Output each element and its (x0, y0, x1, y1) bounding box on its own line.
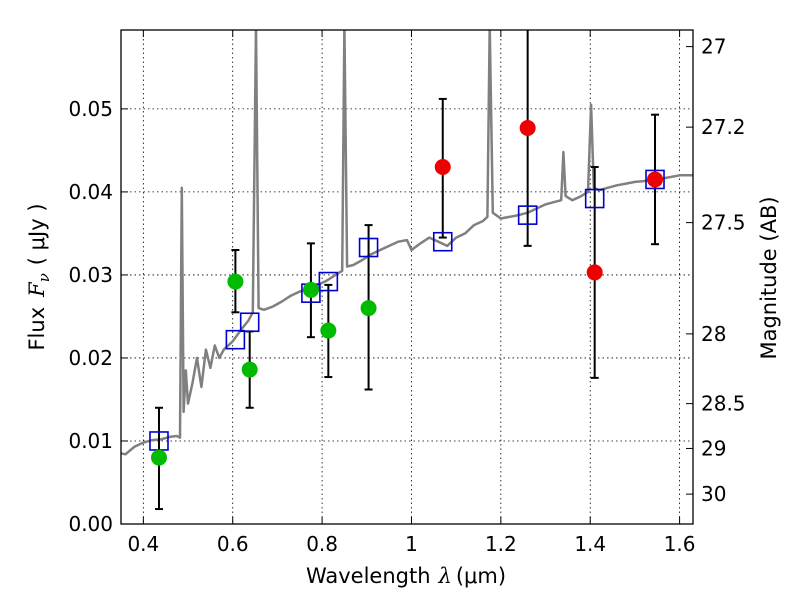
right-tick-label: 28 (701, 322, 726, 346)
right-tick-label: 29 (701, 436, 726, 460)
y-axis-title: FluxFν( μJy ) (25, 203, 53, 350)
plot-frame (120, 29, 694, 525)
right-axis-title: Magnitude (AB) (757, 196, 781, 359)
observed-points (150, 119, 664, 466)
x-tick-label: 1.2 (485, 532, 517, 556)
observed-point-green (320, 322, 337, 339)
x-tick-label: 0.4 (127, 532, 159, 556)
model-photometry-square (358, 237, 379, 258)
y-tick-label: 0.05 (68, 97, 113, 121)
right-tick-label: 28.5 (701, 392, 746, 416)
y-tick-label: 0.01 (68, 429, 113, 453)
right-tick-label: 27.5 (701, 211, 746, 235)
model-photometry-square (645, 169, 665, 190)
model-photometry-square (517, 205, 538, 225)
model-photometry-squares (149, 169, 665, 451)
right-tick-label: 27 (701, 35, 726, 59)
observed-point-red (647, 171, 664, 188)
model-spectrum-line (121, 30, 693, 456)
observed-point-green (241, 361, 258, 378)
right-tick-label: 30 (701, 482, 726, 506)
x-tick-label: 1.6 (664, 532, 696, 556)
observed-point-red (434, 158, 451, 175)
observed-point-green (302, 281, 319, 298)
right-tick-label: 27.2 (701, 115, 746, 139)
model-photometry-square (239, 312, 260, 333)
observed-point-green (150, 449, 167, 466)
y-tick-label: 0.04 (68, 180, 113, 204)
y-tick-label: 0.03 (68, 263, 113, 287)
plot-area (121, 30, 693, 524)
x-tick-label: 0.8 (306, 532, 338, 556)
x-tick-label: 1 (405, 532, 418, 556)
y-tick-label: 0.02 (68, 346, 113, 370)
x-tick-label: 0.6 (217, 532, 249, 556)
observed-point-green (360, 300, 377, 317)
model-photometry-square (584, 188, 605, 209)
model-photometry-square (432, 231, 453, 252)
observed-point-green (227, 273, 244, 290)
model-photometry-square (318, 271, 339, 292)
x-axis-title: Wavelength λ (μm) (306, 564, 506, 588)
y-tick-label: 0.00 (68, 512, 113, 536)
model-photometry-square (225, 329, 246, 350)
observed-point-red (586, 264, 603, 281)
x-tick-label: 1.4 (574, 532, 606, 556)
axis-ticks: 0.4 0.6 0.8 1 1.2 1.4 1.6 0.00 0.01 0.02 0.03 0.04 0… (68, 30, 746, 556)
observed-point-red (519, 119, 536, 136)
